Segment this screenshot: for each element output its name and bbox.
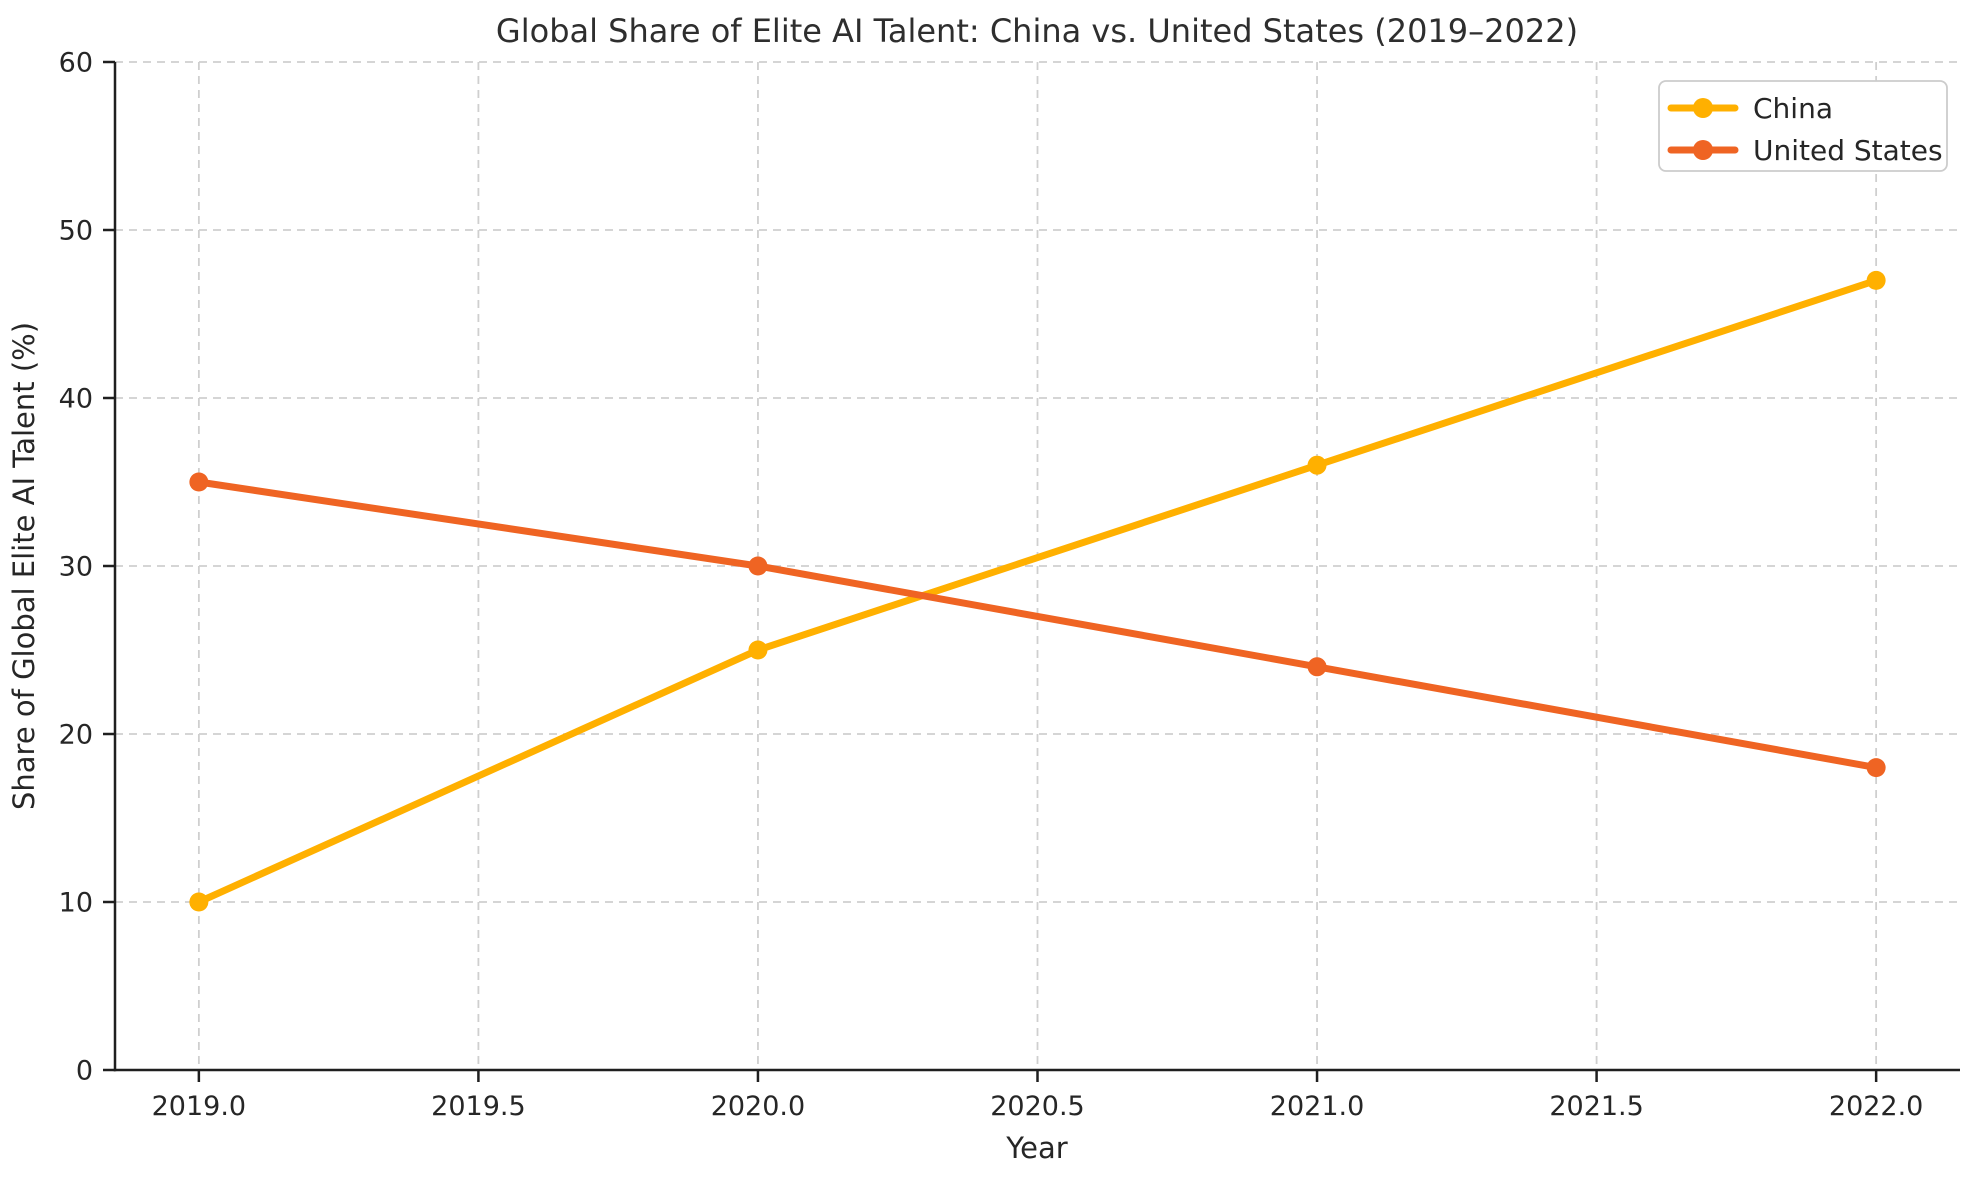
legend-item-china: China <box>1667 92 1833 125</box>
y-tick-label: 10 <box>59 888 93 919</box>
legend: China United States <box>1658 80 1948 172</box>
y-tick-label: 30 <box>59 552 93 583</box>
data-point-china-2020 <box>748 640 768 660</box>
x-tick-label: 2019.0 <box>152 1091 246 1122</box>
x-tick-label: 2021.5 <box>1549 1091 1643 1122</box>
y-tick-label: 0 <box>76 1056 93 1087</box>
series-layer <box>189 270 1886 912</box>
x-tick-label: 2020.0 <box>711 1091 805 1122</box>
legend-item-united-states: United States <box>1667 134 1943 167</box>
y-tick-label: 50 <box>59 216 93 247</box>
data-point-china-2021 <box>1307 455 1327 475</box>
legend-label: United States <box>1753 134 1943 167</box>
series-line-china <box>195 276 1880 906</box>
data-point-china-2022 <box>1866 270 1886 290</box>
series-line-united-states <box>195 478 1880 772</box>
y-axis-label: Share of Global Elite AI Talent (%) <box>7 322 41 810</box>
y-tick-label: 60 <box>59 48 93 79</box>
x-tick-label: 2019.5 <box>431 1091 525 1122</box>
x-tick-label: 2022.0 <box>1829 1091 1923 1122</box>
x-tick-label: 2021.0 <box>1270 1091 1364 1122</box>
legend-swatch-marker <box>1693 98 1713 118</box>
chart-title: Global Share of Elite AI Talent: China v… <box>496 12 1578 50</box>
y-tick-label: 20 <box>59 720 93 751</box>
data-point-china-2019 <box>189 892 209 912</box>
legend-label: China <box>1753 92 1833 125</box>
data-point-united-states-2019 <box>189 472 209 492</box>
y-tick-label: 40 <box>59 384 93 415</box>
x-tick-label: 2020.5 <box>990 1091 1084 1122</box>
gridlines <box>115 61 1960 1071</box>
data-point-united-states-2020 <box>748 556 768 576</box>
legend-swatch-marker <box>1693 140 1713 160</box>
data-point-united-states-2021 <box>1307 657 1327 677</box>
data-point-united-states-2022 <box>1866 758 1886 778</box>
axes: 2019.0 2019.5 2020.0 2020.5 2021.0 2021.5 2022… <box>59 48 1960 1122</box>
x-axis-label: Year <box>1005 1131 1067 1165</box>
